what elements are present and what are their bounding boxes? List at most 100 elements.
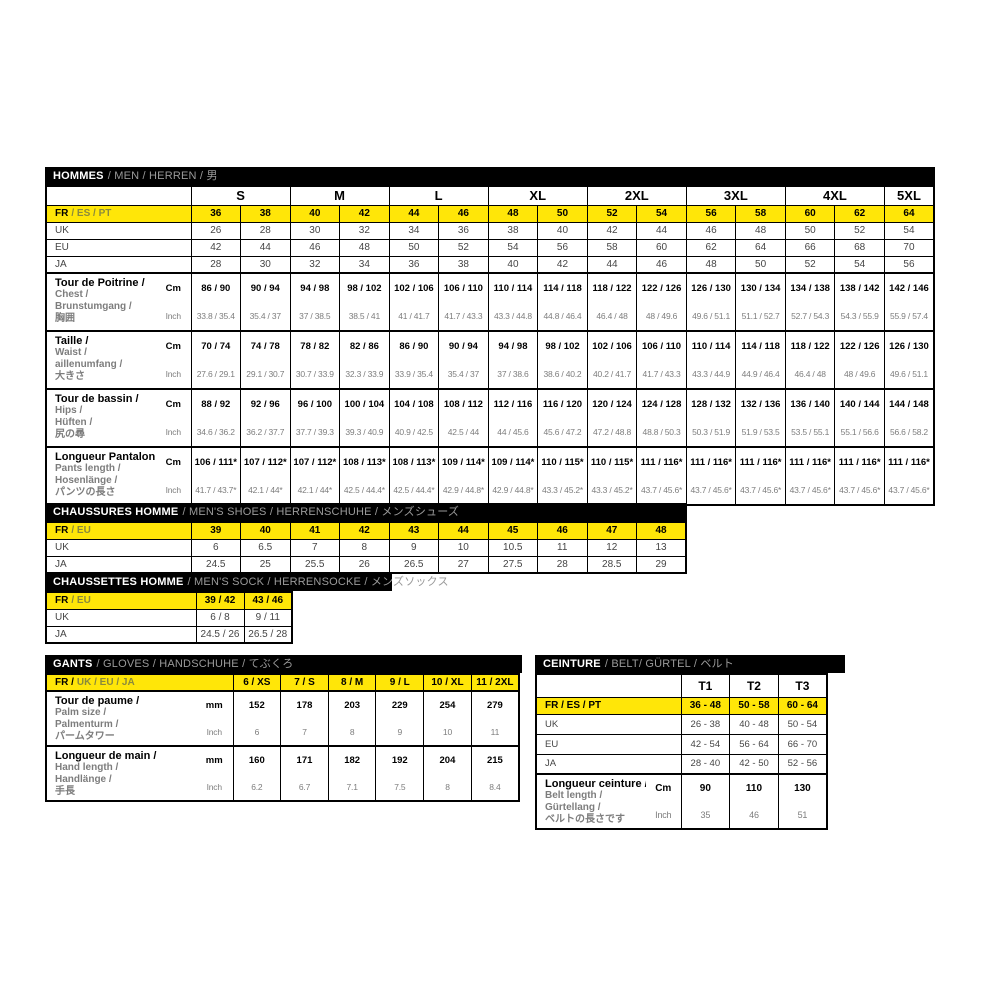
gloves-title-sub: / GLOVES / HANDSCHUHE / てぶくろ xyxy=(96,658,294,670)
belt-uk-value: 26 - 38 xyxy=(680,713,731,735)
pants-length-inch-value: 43.3 / 45.2* xyxy=(537,476,588,506)
chest-label-de: Brunstumgang / xyxy=(55,301,132,312)
gloves-size-value: 10 / XL xyxy=(423,673,472,692)
belt-fr-es-pt-row: FR / ES / PT 36 - 48 50 - 58 60 - 64 xyxy=(535,696,828,715)
chest-cm-value: 118 / 122 xyxy=(586,272,638,302)
hips-label-de: Hüften / xyxy=(55,417,93,428)
chest-inch-value: 55.9 / 57.4 xyxy=(883,302,935,332)
belt-uk-value: 40 - 48 xyxy=(729,713,779,735)
size-group-label: M xyxy=(289,185,390,206)
uk-size-value: 52 xyxy=(834,221,885,240)
uk-label: UK xyxy=(535,713,682,735)
hips-inch-value: 36.2 / 37.7 xyxy=(240,418,291,448)
waist-inch-value: 46.4 / 48 xyxy=(784,360,836,390)
eu-row: EU 42 44 46 48 50 52 54 56 58 60 62 64 66 68 70 xyxy=(45,238,935,257)
belt-length-cm-row: Longueur ceinture / Belt length / Gürtel… xyxy=(535,773,828,829)
pants-length-inch-value: 43.3 / 45.2* xyxy=(586,476,638,506)
shoes-fr-eu-value: 39 xyxy=(190,521,241,540)
shoes-header-bar: CHAUSSURES HOMME / MEN'S SHOES / HERRENSC… xyxy=(45,503,687,521)
waist-inch-value: 44.9 / 46.4 xyxy=(735,360,786,390)
eu-label: EU xyxy=(535,733,682,755)
pants-length-inch-value: 43.7 / 45.6* xyxy=(735,476,786,506)
fr-label: FR xyxy=(55,208,69,219)
waist-inch-value: 49.6 / 51.1 xyxy=(883,360,935,390)
chest-inch-value: 33.8 / 35.4 xyxy=(190,302,242,332)
uk-size-value: 32 xyxy=(339,221,390,240)
hand-mm-value: 160 xyxy=(232,745,282,774)
chest-cm-value: 114 / 118 xyxy=(537,272,588,302)
waist-cm-value: 70 / 74 xyxy=(190,330,242,360)
palm-mm-value: 178 xyxy=(280,690,329,719)
size-group-label: 4XL xyxy=(784,185,885,206)
uk-size-value: 44 xyxy=(636,221,687,240)
ja-size-value: 54 xyxy=(834,255,885,274)
shoes-uk-value: 7 xyxy=(289,538,340,557)
pants-length-inch-value: 42.9 / 44.8* xyxy=(487,476,539,506)
socks-title: CHAUSSETTES HOMME xyxy=(53,576,184,588)
shoes-uk-value: 10.5 xyxy=(487,538,538,557)
pants-length-inch-value: 43.7 / 45.6* xyxy=(834,476,885,506)
waist-cm-value: 94 / 98 xyxy=(487,330,539,360)
palm-inch-value: 10 xyxy=(423,718,472,747)
hand-mm-value: 171 xyxy=(280,745,329,774)
palm-mm-value: 203 xyxy=(327,690,377,719)
pants-length-inch-value: 43.7 / 45.6* xyxy=(784,476,836,506)
palm-mm-value: 152 xyxy=(232,690,282,719)
chest-cm-value: 134 / 138 xyxy=(784,272,836,302)
shoes-fr-eu-value: 45 xyxy=(487,521,538,540)
pants-length-cm-value: 108 / 113* xyxy=(339,446,390,476)
eu-size-value: 52 xyxy=(438,238,489,257)
ja-label: JA xyxy=(535,753,682,775)
belt-columns-row: T1 T2 T3 xyxy=(535,673,828,698)
hips-cm-value: 128 / 132 xyxy=(685,388,737,418)
socks-uk-value: 6 / 8 xyxy=(195,608,245,627)
pants-length-label: Longueur Pantalon / Pants length / Hosen… xyxy=(45,446,156,505)
chest-inch-value: 46.4 / 48 xyxy=(586,302,638,332)
socks-fr-eu-value: 39 / 42 xyxy=(195,591,245,610)
fr-size-value: 46 xyxy=(438,204,489,223)
waist-cm-value: 118 / 122 xyxy=(784,330,836,360)
ja-label: JA xyxy=(45,625,197,644)
chest-label-en: Chest / xyxy=(55,289,89,300)
uk-size-value: 34 xyxy=(388,221,440,240)
chest-inch-value: 38.5 / 41 xyxy=(339,302,390,332)
pants-length-inch-value: 42.5 / 44.4* xyxy=(339,476,390,506)
chest-cm-row: Tour de Poitrine / Chest / Brunstumgang … xyxy=(45,272,935,331)
waist-cm-value: 74 / 78 xyxy=(240,330,291,360)
fr-label: FR xyxy=(55,595,69,607)
shoes-fr-eu-value: 48 xyxy=(636,521,687,540)
mm-unit: mm xyxy=(196,690,234,719)
hips-cm-value: 92 / 96 xyxy=(240,388,291,418)
fr-size-value: 50 xyxy=(537,204,588,223)
eu-size-value: 48 xyxy=(339,238,390,257)
shoes-ja-row: JA 24.5 25 25.5 26 26.5 27 27.5 28 28.5 29 xyxy=(45,555,687,574)
hips-cm-value: 132 / 136 xyxy=(735,388,786,418)
fr-label: FR xyxy=(55,525,69,537)
shoes-fr-eu-value: 40 xyxy=(240,521,291,540)
waist-inch-value: 35.4 / 37 xyxy=(438,360,489,390)
pants-length-cm-row: Longueur Pantalon / Pants length / Hosen… xyxy=(45,446,935,505)
waist-inch-value: 40.2 / 41.7 xyxy=(586,360,638,390)
belt-length-cm-value: 110 xyxy=(729,773,779,802)
chest-inch-value: 44.8 / 46.4 xyxy=(537,302,588,332)
waist-cm-value: 122 / 126 xyxy=(834,330,885,360)
fr-label-rest: / EU xyxy=(71,525,91,537)
ja-size-value: 56 xyxy=(883,255,935,274)
shoes-uk-value: 6.5 xyxy=(240,538,291,557)
belt-length-cm-value: 90 xyxy=(680,773,731,802)
waist-inch-value: 30.7 / 33.9 xyxy=(289,360,341,390)
palm-inch-value: 11 xyxy=(470,718,520,747)
palm-mm-value: 279 xyxy=(470,690,520,719)
hips-label-fr: Tour de bassin / xyxy=(55,393,139,405)
eu-size-value: 70 xyxy=(883,238,935,257)
fr-size-value: 44 xyxy=(388,204,440,223)
uk-size-value: 48 xyxy=(735,221,786,240)
uk-row: UK 26 28 30 32 34 36 38 40 42 44 46 48 50 52 54 xyxy=(45,221,935,240)
socks-uk-value: 9 / 11 xyxy=(243,608,293,627)
hips-cm-value: 124 / 128 xyxy=(636,388,687,418)
belt-header-bar: CEINTURE / BELT/ GÜRTEL / ベルト xyxy=(535,655,845,673)
hand-inch-value: 6.7 xyxy=(280,773,329,802)
eu-size-value: 46 xyxy=(289,238,341,257)
chest-cm-value: 142 / 146 xyxy=(883,272,935,302)
waist-label-ja: 大きさ xyxy=(55,371,85,382)
